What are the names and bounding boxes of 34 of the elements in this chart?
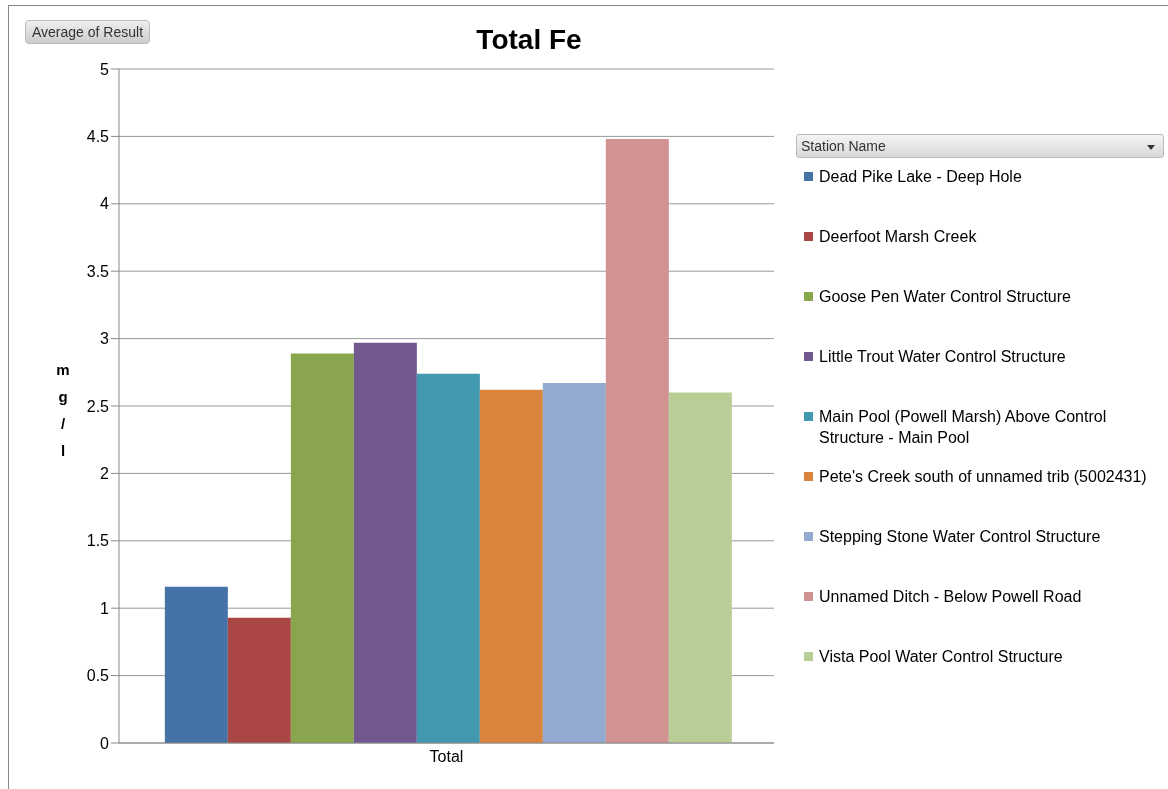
bar bbox=[542, 383, 606, 743]
y-tick-label: 1 bbox=[100, 599, 110, 617]
bar bbox=[605, 139, 669, 743]
bar bbox=[353, 342, 417, 743]
y-axis-title: mg/l bbox=[55, 360, 71, 461]
y-tick-label: 2.5 bbox=[86, 397, 110, 415]
legend-label: Unnamed Ditch - Below Powell Road bbox=[819, 587, 1082, 607]
legend-label: Dead Pike Lake - Deep Hole bbox=[819, 167, 1022, 187]
legend-title: Station Name bbox=[801, 138, 886, 154]
bar bbox=[290, 353, 354, 743]
legend-label: Deerfoot Marsh Creek bbox=[819, 227, 977, 247]
y-tick-label: 1.5 bbox=[86, 532, 110, 550]
y-tick-label: 2 bbox=[100, 465, 110, 483]
bar bbox=[668, 392, 732, 743]
y-tick-label: 5 bbox=[100, 60, 110, 78]
bar bbox=[164, 586, 228, 743]
legend-label: Little Trout Water Control Structure bbox=[819, 347, 1066, 367]
y-tick-label: 0 bbox=[100, 734, 110, 752]
bar bbox=[416, 373, 480, 743]
legend-label: Main Pool (Powell Marsh) Above Control Structure - Main Pool bbox=[819, 407, 1108, 448]
bar bbox=[227, 617, 291, 743]
legend-label: Pete's Creek south of unnamed trib (5002431) bbox=[819, 467, 1147, 487]
y-tick-label: 3.5 bbox=[86, 262, 110, 280]
y-tick-label: 4 bbox=[100, 195, 110, 213]
y-tick-label: 3 bbox=[100, 330, 110, 348]
legend-label: Stepping Stone Water Control Structure bbox=[819, 527, 1101, 547]
chart-title: Total Fe bbox=[476, 24, 582, 55]
x-tick-label: Total bbox=[429, 748, 464, 766]
legend-label: Goose Pen Water Control Structure bbox=[819, 287, 1071, 307]
legend-label: Vista Pool Water Control Structure bbox=[819, 647, 1063, 667]
y-tick-label: 0.5 bbox=[86, 667, 110, 685]
bar bbox=[479, 389, 543, 743]
text: Average of Result bbox=[25, 20, 151, 44]
y-tick-label: 4.5 bbox=[86, 128, 110, 146]
